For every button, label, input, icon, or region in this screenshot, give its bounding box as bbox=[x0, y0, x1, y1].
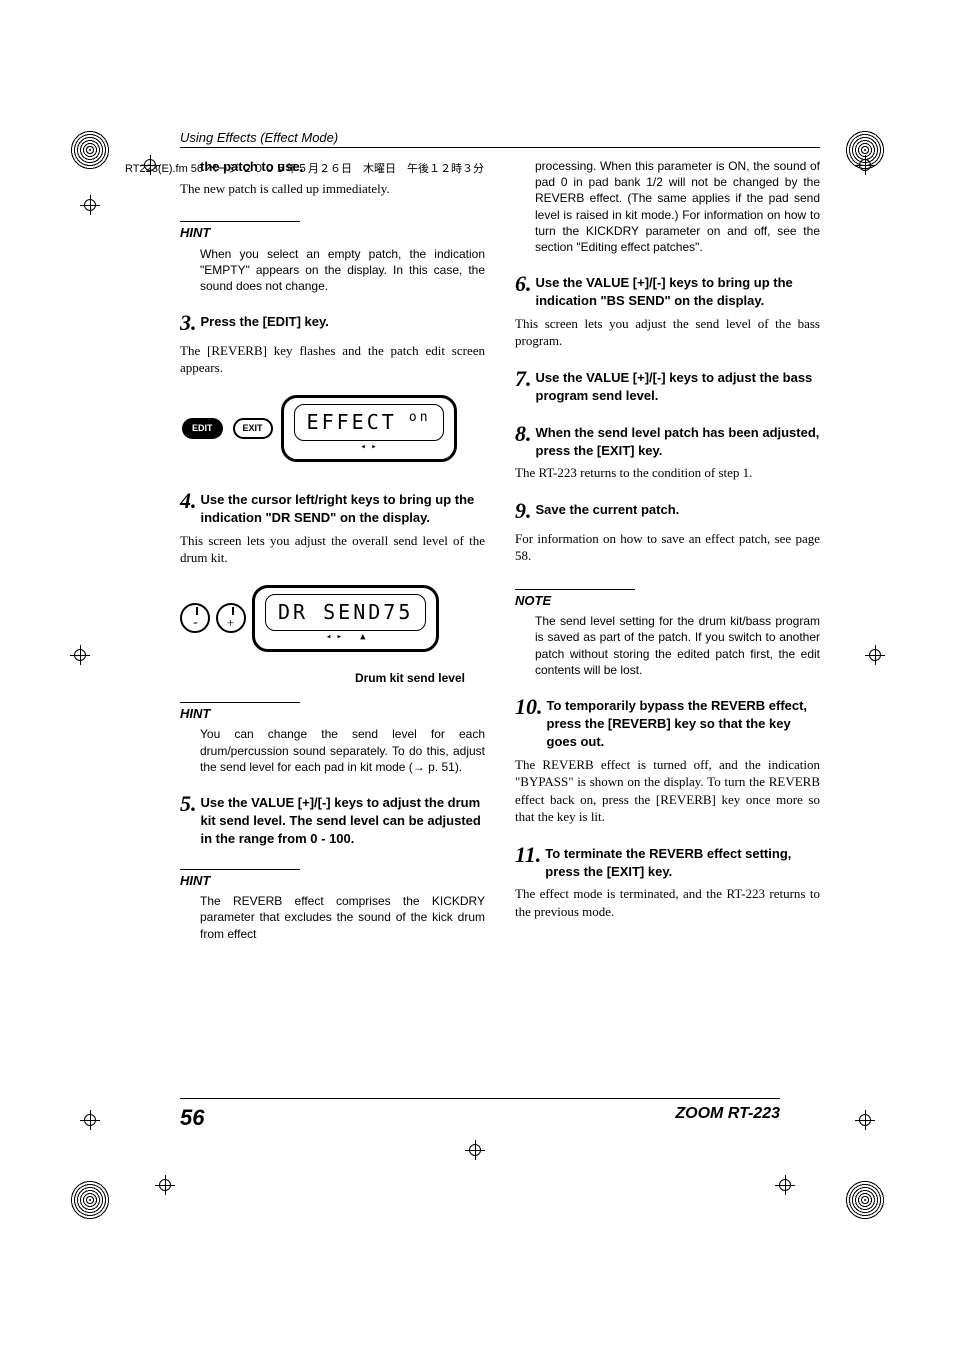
lcd-right-text: 75 bbox=[383, 599, 413, 626]
step-number: 10. bbox=[515, 692, 543, 722]
step-11-heading: 11. To terminate the REVERB effect setti… bbox=[515, 840, 820, 881]
page-number: 56 bbox=[180, 1105, 204, 1131]
product-name: ZOOM RT-223 bbox=[675, 1105, 780, 1131]
step-number: 6. bbox=[515, 269, 532, 299]
step-title: Use the VALUE [+]/[-] keys to adjust the… bbox=[536, 369, 821, 405]
lcd-display: DR SEND 75 ◂ ▸ ▲ bbox=[252, 585, 439, 652]
body-text: The new patch is called up immediately. bbox=[180, 180, 485, 198]
lcd-text: EFFECT on bbox=[294, 404, 444, 441]
page-footer: 56 ZOOM RT-223 bbox=[180, 1098, 780, 1131]
step-7-heading: 7. Use the VALUE [+]/[-] keys to adjust … bbox=[515, 364, 820, 405]
body-text: This screen lets you adjust the overall … bbox=[180, 532, 485, 567]
section-title: Using Effects (Effect Mode) bbox=[180, 130, 820, 148]
hint-label: HINT bbox=[180, 702, 300, 723]
step-title: Save the current patch. bbox=[536, 501, 680, 519]
step-number: 9. bbox=[515, 496, 532, 526]
step-9-heading: 9. Save the current patch. bbox=[515, 496, 820, 526]
body-text: The effect mode is terminated, and the R… bbox=[515, 885, 820, 920]
step-5-heading: 5. Use the VALUE [+]/[-] keys to adjust … bbox=[180, 789, 485, 849]
crosshair-icon bbox=[80, 1110, 100, 1130]
crosshair-icon bbox=[865, 645, 885, 665]
step-number: 8. bbox=[515, 419, 532, 449]
lcd-main-text: DR SEND bbox=[278, 600, 383, 624]
knob-plus-icon: + bbox=[216, 603, 246, 633]
crosshair-icon bbox=[855, 1110, 875, 1130]
lcd-main-text: EFFECT bbox=[307, 410, 397, 434]
edit-button-icon: EDIT bbox=[182, 418, 223, 438]
note-label: NOTE bbox=[515, 589, 635, 610]
continued-hint-text: processing. When this parameter is ON, t… bbox=[515, 158, 820, 255]
step-number: 4. bbox=[180, 486, 197, 516]
step-title: Use the cursor left/right keys to bring … bbox=[201, 491, 486, 527]
crosshair-icon bbox=[80, 195, 100, 215]
body-text: The RT-223 returns to the condition of s… bbox=[515, 464, 820, 482]
lcd-text: DR SEND 75 bbox=[265, 594, 426, 631]
step-6-heading: 6. Use the VALUE [+]/[-] keys to bring u… bbox=[515, 269, 820, 310]
body-text: This screen lets you adjust the send lev… bbox=[515, 315, 820, 350]
hint-text: The REVERB effect comprises the KICKDRY … bbox=[180, 893, 485, 942]
hint-text: You can change the send level for each d… bbox=[180, 726, 485, 775]
crosshair-icon bbox=[70, 645, 90, 665]
step-number: 11. bbox=[515, 840, 541, 870]
page-content: Using Effects (Effect Mode) the patch to… bbox=[140, 130, 820, 1130]
drum-kit-label: Drum kit send level bbox=[180, 670, 465, 686]
reg-mark-br bbox=[845, 1180, 885, 1220]
crosshair-icon bbox=[775, 1175, 795, 1195]
step-title: When the send level patch has been adjus… bbox=[536, 424, 821, 460]
step-4-heading: 4. Use the cursor left/right keys to bri… bbox=[180, 486, 485, 527]
lcd-diagram-1: EDIT EXIT EFFECT on ◂ ▸ bbox=[180, 385, 485, 472]
step-title: Use the VALUE [+]/[-] keys to bring up t… bbox=[536, 274, 821, 310]
step-number: 7. bbox=[515, 364, 532, 394]
hint-label: HINT bbox=[180, 869, 300, 890]
reg-mark-bl bbox=[70, 1180, 110, 1220]
hint-label: HINT bbox=[180, 221, 300, 242]
lcd-right-text: on bbox=[409, 409, 431, 427]
step-3-heading: 3. Press the [EDIT] key. bbox=[180, 308, 485, 338]
body-text: For information on how to save an effect… bbox=[515, 530, 820, 565]
right-column: processing. When this parameter is ON, t… bbox=[515, 158, 820, 942]
step-title: Use the VALUE [+]/[-] keys to adjust the… bbox=[201, 794, 486, 849]
lcd-arrows: ◂ ▸ ▲ bbox=[265, 631, 426, 643]
crosshair-icon bbox=[155, 1175, 175, 1195]
left-column: the patch to use. The new patch is calle… bbox=[180, 158, 485, 942]
step-number: 5. bbox=[180, 789, 197, 819]
crosshair-icon bbox=[855, 155, 875, 175]
continued-heading: the patch to use. bbox=[180, 158, 485, 176]
step-8-heading: 8. When the send level patch has been ad… bbox=[515, 419, 820, 460]
body-text: The [REVERB] key flashes and the patch e… bbox=[180, 342, 485, 377]
exit-button-icon: EXIT bbox=[233, 418, 273, 438]
reg-mark-tl bbox=[70, 130, 110, 170]
hint-text: When you select an empty patch, the indi… bbox=[180, 246, 485, 295]
step-title: To terminate the REVERB effect setting, … bbox=[545, 845, 820, 881]
step-title: To temporarily bypass the REVERB effect,… bbox=[547, 697, 821, 752]
step-title: Press the [EDIT] key. bbox=[201, 313, 329, 331]
note-text: The send level setting for the drum kit/… bbox=[515, 613, 820, 678]
step-number: 3. bbox=[180, 308, 197, 338]
two-column-layout: the patch to use. The new patch is calle… bbox=[140, 158, 820, 942]
knob-minus-icon: - bbox=[180, 603, 210, 633]
step-10-heading: 10. To temporarily bypass the REVERB eff… bbox=[515, 692, 820, 752]
lcd-diagram-2: - + DR SEND 75 ◂ ▸ ▲ bbox=[180, 575, 485, 662]
lcd-display: EFFECT on ◂ ▸ bbox=[281, 395, 457, 462]
body-text: The REVERB effect is turned off, and the… bbox=[515, 756, 820, 826]
lcd-arrows: ◂ ▸ bbox=[294, 441, 444, 453]
crosshair-icon bbox=[465, 1140, 485, 1160]
